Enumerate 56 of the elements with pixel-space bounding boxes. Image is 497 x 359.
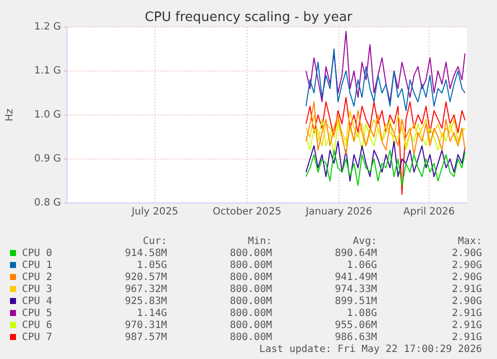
text: Min: (246, 236, 272, 248)
text: Cur: (142, 236, 167, 248)
text: 800.00M (228, 332, 272, 344)
text: 800.00M (228, 284, 272, 296)
text: 800.00M (228, 260, 272, 272)
text: 890.64M (334, 248, 377, 260)
legend-label: CPU 2 (22, 272, 54, 284)
text: 2.90G (450, 260, 482, 272)
legend-label: CPU 7 (22, 332, 54, 344)
y-tick-label: 1.2 G (34, 22, 61, 33)
legend-label: CPU 0 (22, 248, 54, 260)
text: 974.33M (334, 284, 377, 296)
x-tick-label: October 2025 (212, 206, 282, 218)
text: 970.31M (124, 320, 167, 332)
text: 2.91G (450, 308, 482, 320)
text: 800.00M (228, 296, 272, 308)
text: 1.06G (346, 260, 377, 272)
legend-label: CPU 4 (22, 296, 54, 308)
text: 941.49M (334, 272, 377, 284)
x-tick-label: April 2026 (403, 206, 455, 218)
y-tick-label: 0.9 G (34, 154, 61, 165)
text: Last update: Fri May 22 17:00:29 2026 (258, 344, 482, 356)
chart-title: CPU frequency scaling - by year (144, 10, 352, 25)
x-tick-label: January 2026 (304, 206, 372, 218)
text: 2.90G (450, 248, 482, 260)
legend-label: CPU 3 (22, 284, 54, 296)
text: 800.00M (228, 248, 272, 260)
text: 925.83M (124, 296, 167, 308)
legend-label: CPU 1 (22, 260, 54, 272)
text: 1.08G (346, 308, 377, 320)
text: 2.90G (450, 296, 482, 308)
y-tick-label: 0.8 G (34, 198, 61, 209)
y-axis-title: Hz (4, 108, 16, 122)
text: 2.91G (450, 320, 482, 332)
text: Avg: (352, 236, 377, 248)
y-tick-label: 1.1 G (34, 66, 61, 77)
text: 800.00M (228, 320, 272, 332)
text: 920.57M (124, 272, 167, 284)
text: Max: (456, 236, 482, 248)
text: 800.00M (228, 308, 272, 320)
y-tick-label: 1.0 G (34, 110, 61, 121)
text: 2.90G (450, 272, 482, 284)
text: 914.58M (124, 248, 167, 260)
text: 955.06M (334, 320, 377, 332)
text: 2.91G (450, 284, 482, 296)
text: 800.00M (228, 272, 272, 284)
text: 2.91G (450, 332, 482, 344)
legend-label: CPU 6 (22, 320, 54, 332)
text: 899.51M (334, 296, 377, 308)
x-tick-label: July 2025 (130, 206, 178, 218)
text: 967.32M (124, 284, 167, 296)
legend-label: CPU 5 (22, 308, 54, 320)
text: 986.63M (334, 332, 377, 344)
text: 987.57M (124, 332, 167, 344)
text: 1.05G (136, 260, 167, 272)
text: 1.14G (136, 308, 167, 320)
